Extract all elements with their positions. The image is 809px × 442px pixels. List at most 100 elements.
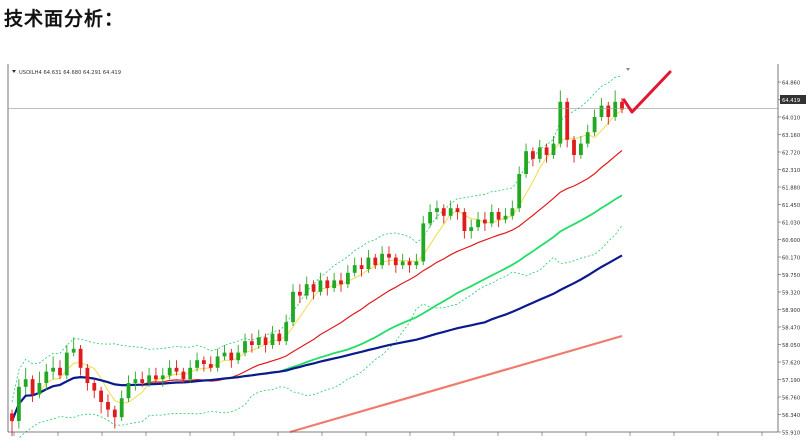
candle [524, 143, 528, 178]
candle-body [215, 356, 220, 368]
candle [400, 253, 405, 269]
candle-body [517, 174, 522, 209]
candle [565, 98, 570, 148]
candle-body [510, 208, 515, 216]
candle [311, 280, 316, 300]
candle [599, 98, 604, 121]
candle [606, 101, 611, 125]
candle [489, 204, 494, 228]
candle [421, 215, 426, 266]
y-tick-label: 58.050 [782, 343, 800, 349]
candle [380, 246, 384, 269]
candle-body [352, 265, 357, 273]
candle-body [236, 352, 241, 361]
candle [291, 284, 295, 326]
candle-body [565, 101, 570, 140]
checkmark-arrow-icon [622, 70, 672, 114]
candle-body [346, 272, 350, 285]
candle [448, 200, 453, 220]
candle [154, 367, 158, 383]
y-tick-label: 58.470 [782, 326, 800, 332]
dropdown-icon [12, 70, 16, 73]
candle-body [366, 257, 371, 269]
candle [229, 348, 234, 368]
candle-body [119, 398, 124, 418]
candle-body [167, 367, 172, 376]
candle-body [462, 212, 467, 231]
candle [263, 333, 268, 353]
y-tick-label: 59.320 [782, 291, 800, 297]
candle-body [58, 367, 62, 376]
candle [208, 356, 213, 372]
candle-body [126, 383, 131, 399]
candle-body [106, 402, 110, 410]
candle [352, 257, 357, 277]
y-tick-label: 61.030 [782, 221, 800, 227]
candle-body [270, 333, 275, 345]
candle [503, 208, 508, 224]
candle [44, 363, 49, 391]
candle-body [78, 348, 83, 368]
candle [140, 371, 145, 387]
candle [579, 136, 583, 159]
candle-body [71, 348, 76, 353]
candle [366, 250, 371, 273]
candle-body [229, 352, 234, 361]
candle-body [476, 219, 480, 228]
y-tick-label: 62.720 [782, 151, 800, 157]
candle-body [496, 212, 501, 220]
candle-body [195, 360, 199, 368]
candle [37, 371, 42, 399]
y-tick-label: 63.160 [782, 133, 800, 139]
candle-body [133, 379, 138, 383]
candle [455, 204, 460, 220]
candle [332, 272, 337, 292]
candle [126, 375, 131, 402]
candle-body [531, 151, 535, 159]
candle [195, 352, 199, 372]
candle-body [544, 147, 549, 155]
candle [181, 367, 186, 383]
candle-body [112, 409, 117, 418]
candle-body [606, 105, 611, 117]
y-tick-label: 64.419 [782, 98, 800, 104]
candle [174, 360, 179, 376]
y-tick-label: 64.860 [782, 81, 800, 87]
candle-body [277, 333, 282, 342]
candle-body [85, 367, 90, 383]
candle-body [585, 132, 590, 144]
candle [71, 337, 76, 357]
candle-body [17, 386, 21, 421]
candle-body [37, 383, 42, 395]
candle-body [524, 151, 528, 174]
candle-body [64, 352, 69, 376]
candle-body [147, 375, 151, 383]
candle-body [202, 360, 206, 364]
y-tick-label: 59.750 [782, 273, 800, 279]
candle [51, 356, 55, 380]
candle [339, 272, 343, 292]
candle [222, 344, 227, 361]
candle [277, 329, 282, 345]
candle [346, 265, 350, 288]
candle-body [537, 147, 542, 159]
candle [92, 379, 97, 399]
candle-body [455, 208, 460, 212]
candle [393, 253, 398, 273]
candle [23, 367, 28, 395]
candle-body [243, 341, 247, 353]
candle-body [208, 364, 213, 368]
candle-body [441, 208, 446, 216]
candle [202, 356, 206, 372]
y-tick-label: 57.190 [782, 378, 800, 384]
y-tick-label: 56.760 [782, 396, 800, 402]
price-chart[interactable]: 64.860 64.419 64.010 63.160 62.720 62.310 61.8… [0, 60, 809, 441]
candle-body [489, 212, 494, 224]
candle-body [10, 413, 14, 421]
y-tick-label: 61.450 [782, 203, 800, 209]
candle-body [421, 223, 426, 262]
candle-body [620, 101, 624, 110]
candle [256, 329, 261, 349]
candle-body [51, 367, 55, 372]
candle [243, 333, 247, 357]
